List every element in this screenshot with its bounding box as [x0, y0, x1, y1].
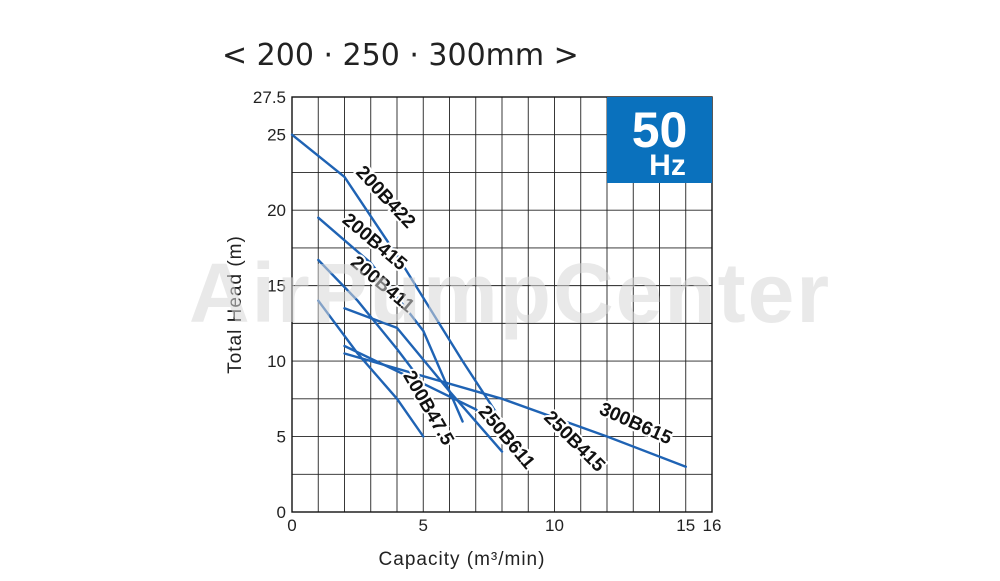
- frequency-badge: [607, 97, 712, 183]
- x-tick-label: 0: [287, 516, 296, 535]
- y-axis-label: Total Head (m): [225, 235, 246, 374]
- series-label: 300B615: [596, 399, 675, 450]
- y-tick-label: 20: [267, 201, 286, 220]
- y-tick-label: 0: [277, 503, 286, 522]
- series-label: 200B47.5: [398, 367, 458, 449]
- x-tick-label: 16: [703, 516, 722, 535]
- x-axis-label: Capacity (m³/min): [379, 549, 546, 570]
- y-tick-label: 5: [277, 428, 286, 447]
- badge-sub-text: Hz: [649, 149, 686, 182]
- y-tick-label: 27.5: [253, 88, 286, 107]
- x-tick-label: 10: [545, 516, 564, 535]
- x-tick-label: 5: [419, 516, 428, 535]
- y-tick-label: 15: [267, 277, 286, 296]
- y-tick-label: 25: [267, 126, 286, 145]
- badge-main-text: 50: [632, 102, 688, 158]
- y-tick-label: 10: [267, 352, 286, 371]
- series-label: 250B611: [474, 402, 539, 474]
- series-line-200B415: [317, 216, 464, 423]
- series-line-200B422: [290, 133, 504, 423]
- series-line-200B411: [317, 258, 425, 385]
- series-line-250B611: [343, 307, 504, 453]
- series-line-300B615: [343, 352, 687, 468]
- plot-frame: [291, 96, 713, 513]
- x-tick-label: 15: [676, 516, 695, 535]
- chart-title: < 200 · 250 · 300mm >: [222, 38, 579, 73]
- series-line-200B47.5: [317, 299, 425, 438]
